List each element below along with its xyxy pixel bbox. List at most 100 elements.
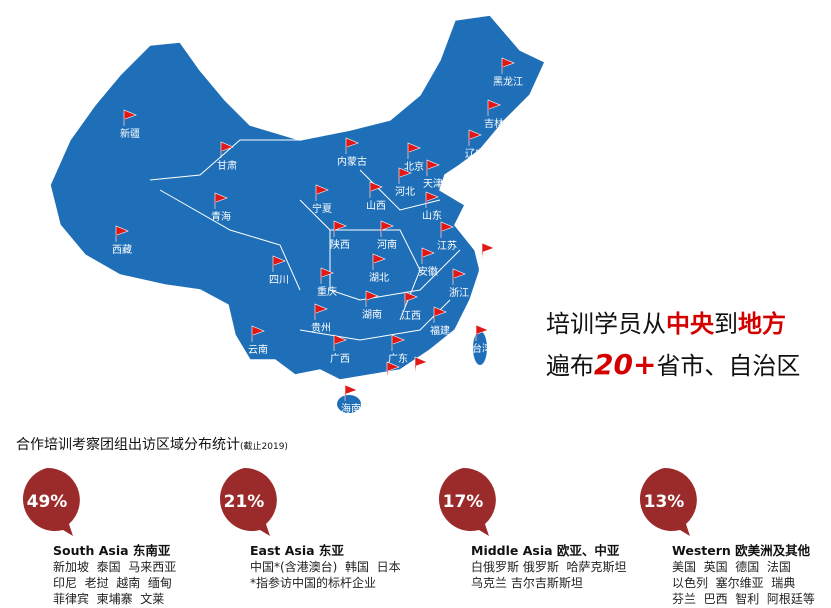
flag [414, 356, 428, 373]
flag [272, 255, 286, 272]
percent: 13% [644, 492, 685, 512]
province-label: 北京 [404, 160, 424, 173]
flag [481, 242, 495, 259]
region-name: South Asia 东南亚 [53, 543, 171, 558]
flag [398, 167, 412, 184]
province-label: 内蒙古 [337, 155, 367, 168]
flag [372, 253, 386, 270]
country-line: 美国 英国 德国 法国 [672, 560, 791, 574]
region-name: Middle Asia 欧亚、中亚 [471, 543, 620, 558]
province-label: 上海 [478, 260, 498, 273]
percent: 49% [27, 492, 68, 512]
province-label: 海南 [341, 402, 361, 415]
note: (截止2019) [240, 442, 288, 452]
province-label: 陕西 [330, 238, 350, 251]
text: 遍布 [546, 352, 594, 380]
bubble-shape [219, 467, 277, 536]
flag [333, 220, 347, 237]
flag [386, 361, 400, 378]
country-line: 白俄罗斯 俄罗斯 哈萨克斯坦 [471, 560, 627, 574]
province-label: 台湾 [472, 342, 492, 355]
country-line: 菲律宾 柬埔寨 文莱 [53, 592, 165, 606]
province-label: 重庆 [317, 285, 337, 298]
flag [123, 109, 137, 126]
flag [314, 303, 328, 320]
stats-title: 合作培训考察团组出访区域分布统计(截止2019) [16, 434, 288, 454]
region-name: East Asia 东亚 [250, 543, 344, 558]
text: 20+ [594, 348, 657, 381]
country-line: 芬兰 巴西 智利 阿根廷等 [672, 592, 815, 606]
flag [501, 57, 515, 74]
province-label: 广西 [330, 353, 350, 365]
province-label: 香港 [411, 375, 431, 387]
flag [421, 247, 435, 264]
country-line: 乌克兰 吉尔吉斯斯坦 [471, 576, 583, 590]
mainland [49, 14, 546, 381]
flag [214, 192, 228, 209]
flag [365, 290, 379, 307]
text: 培训学员从 [546, 310, 666, 338]
borders [149, 139, 461, 341]
region-name: Western 欧美洲及其他 [672, 543, 811, 558]
bubble: 17% [438, 467, 496, 536]
flag [315, 184, 329, 201]
tagline-1: 培训学员从中央到地方 [546, 304, 786, 339]
flag [407, 142, 421, 159]
flag [487, 99, 501, 116]
flag [344, 384, 358, 401]
flag [220, 141, 234, 158]
bubble: 49% [22, 467, 80, 536]
province-label: 新疆 [120, 127, 140, 140]
province-label: 江苏 [437, 239, 457, 252]
taiwan [473, 331, 487, 365]
flag [345, 137, 359, 154]
flag [433, 306, 447, 323]
flag [452, 268, 466, 285]
flag [426, 159, 440, 176]
flag [468, 129, 482, 146]
province-label: 天津 [423, 178, 443, 190]
province-label: 宁夏 [312, 202, 332, 215]
province-label: 湖南 [362, 308, 382, 321]
province-label: 江西 [401, 310, 421, 322]
province-label: 浙江 [449, 287, 469, 299]
province-label: 山东 [422, 209, 442, 222]
flag [404, 291, 418, 308]
country-line: 以色列 塞尔维亚 瑞典 [672, 576, 796, 590]
flag [425, 191, 439, 208]
province-label: 吉林 [484, 117, 504, 130]
province-label: 福建 [430, 324, 450, 337]
province-label: 四川 [269, 275, 289, 286]
text: 中央 [666, 310, 714, 338]
tagline-2: 遍布20+省市、自治区 [546, 346, 800, 381]
province-label: 湖北 [369, 272, 389, 284]
flag [333, 334, 347, 351]
bubble: 13% [639, 467, 697, 536]
province-label: 黑龙江 [493, 75, 523, 88]
hainan [337, 395, 361, 413]
flag [380, 220, 394, 237]
province-label: 山西 [366, 200, 386, 212]
flag [115, 225, 129, 242]
province-label: 西藏 [112, 244, 132, 256]
country-line: 新加坡 泰国 马来西亚 [53, 560, 177, 574]
flag [369, 181, 383, 198]
bubble: 21% [219, 467, 277, 536]
flag [251, 325, 265, 342]
province-label: 安徽 [418, 265, 438, 278]
flag [320, 267, 334, 284]
province-label: 甘肃 [217, 159, 237, 172]
percent: 21% [224, 492, 265, 512]
text: 合作培训考察团组出访区域分布统计 [16, 437, 240, 453]
bubble-shape [22, 467, 80, 536]
bubble-shape [639, 467, 697, 536]
flag [475, 324, 489, 341]
country-line: 印尼 老挝 越南 缅甸 [53, 576, 172, 590]
text: 地方 [738, 310, 786, 338]
province-label: 广东 [388, 352, 408, 365]
province-label: 澳门 [383, 379, 403, 392]
province-label: 河南 [377, 238, 397, 251]
province-label: 河北 [395, 186, 415, 198]
bubble-shape [438, 467, 496, 536]
